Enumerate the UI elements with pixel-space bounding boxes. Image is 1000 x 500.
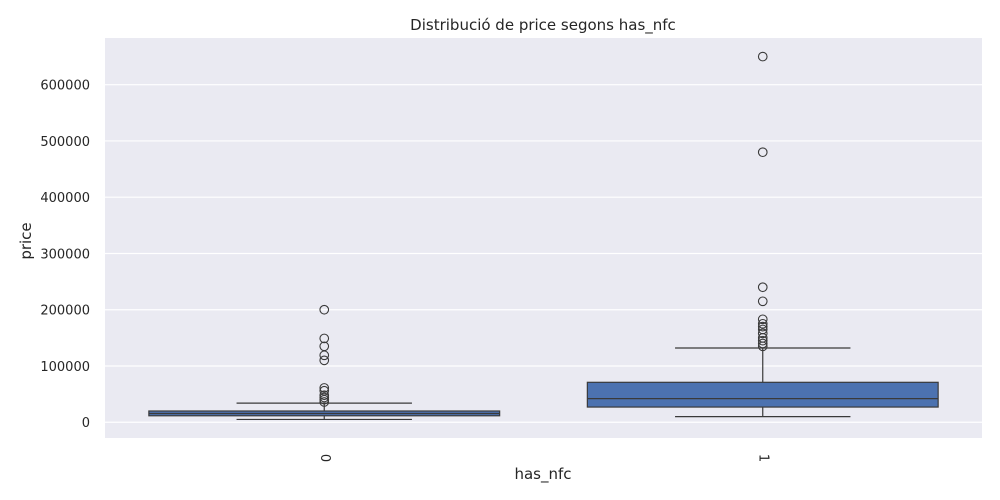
- outlier-point: [757, 335, 768, 346]
- y-tick-label: 200000: [40, 304, 90, 319]
- outlier-point: [757, 321, 768, 332]
- y-tick-label: 0: [82, 416, 90, 431]
- outlier-point: [319, 392, 330, 403]
- outlier-point: [757, 314, 768, 325]
- outlier-point: [757, 282, 768, 293]
- outlier-point: [319, 390, 330, 401]
- outlier-point: [319, 304, 330, 315]
- box-group: [148, 304, 501, 421]
- grid-lines: [105, 84, 982, 423]
- plot-area: [105, 38, 982, 438]
- outlier-point: [757, 338, 768, 349]
- outlier-point: [757, 328, 768, 339]
- boxes-layer: [148, 51, 939, 421]
- outlier-point: [319, 397, 330, 407]
- y-tick-label: 400000: [40, 191, 90, 206]
- outlier-point: [757, 318, 768, 329]
- outlier-point: [757, 51, 768, 62]
- outlier-point: [319, 355, 330, 366]
- y-tick-label: 600000: [40, 79, 90, 94]
- outlier-point: [319, 385, 330, 396]
- y-tick-label: 500000: [40, 135, 90, 150]
- iqr-box: [586, 381, 939, 408]
- x-axis-label: has_nfc: [514, 465, 571, 484]
- y-tick-label: 300000: [40, 247, 90, 262]
- y-tick-label: 100000: [40, 360, 90, 375]
- outlier-point: [757, 147, 768, 158]
- outlier-point: [319, 341, 330, 352]
- outlier-point: [757, 324, 768, 335]
- outlier-point: [319, 383, 330, 393]
- chart-title: Distribució de price segons has_nfc: [410, 16, 676, 35]
- outlier-point: [319, 333, 330, 344]
- x-tick-label: 1: [755, 454, 770, 462]
- box-group: [586, 51, 939, 418]
- y-axis-label: price: [17, 222, 35, 259]
- outlier-point: [757, 296, 768, 307]
- y-tick-labels: 0 100000 200000 300000 400000 500000 600000: [40, 79, 90, 432]
- x-tick-label: 0: [317, 454, 332, 462]
